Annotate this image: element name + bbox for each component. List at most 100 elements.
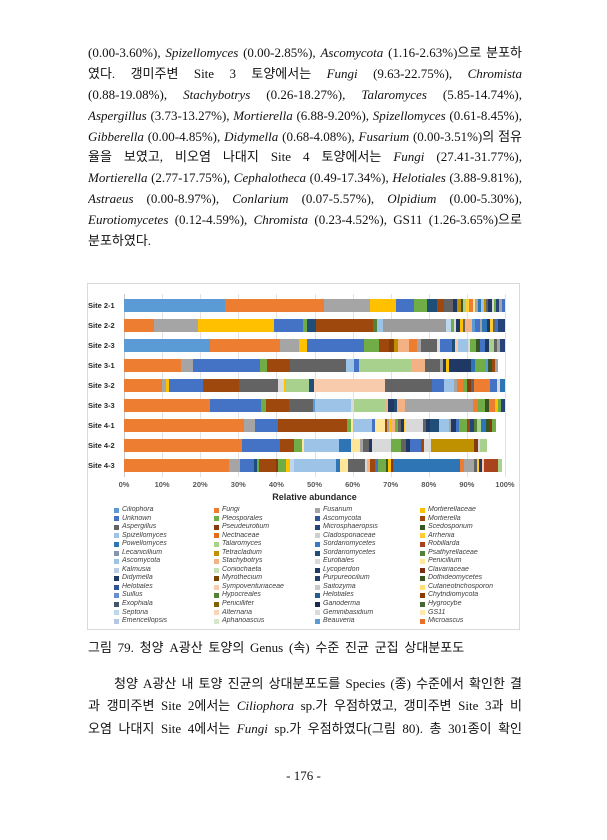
legend-label: Ciliophora: [122, 506, 154, 513]
legend-item: Aphanoascus: [214, 617, 315, 626]
legend-item: Beauveria: [315, 617, 420, 626]
bar-segment: [384, 418, 388, 432]
legend-swatch: [114, 618, 119, 624]
bar-segment-mortierella: [315, 318, 374, 332]
legend-swatch: [315, 524, 320, 530]
bar-segment: [475, 338, 480, 352]
bar-segment: [443, 358, 447, 372]
legend-swatch: [420, 507, 425, 513]
legend-swatch: [315, 593, 320, 599]
legend-swatch: [214, 559, 219, 565]
stacked-bar: [124, 358, 505, 372]
stacked-bar: [124, 338, 505, 352]
stacked-bar: [124, 458, 505, 472]
legend-label: Talaromyces: [222, 540, 262, 548]
bar-segment: [462, 378, 467, 392]
legend-label: Helotiales: [122, 582, 153, 590]
bar-segment-spizellomyces: [345, 358, 355, 372]
legend-swatch: [114, 533, 119, 539]
latin-taxon-name: Aspergillus: [88, 107, 147, 123]
bar-segment-mortierella: [278, 418, 347, 432]
text-run: (0.49-17.34%),: [306, 170, 393, 186]
text-run: 분포하였다.: [88, 233, 152, 249]
legend-swatch: [420, 559, 425, 565]
legend-item: Ascomycota: [315, 515, 420, 524]
bar-segment: [424, 438, 431, 452]
bar-segment: [368, 438, 372, 452]
legend-label: Penicillifer: [222, 600, 254, 608]
bar-segment-unknown: [240, 458, 254, 472]
legend-item: Aspergillus: [114, 523, 214, 532]
latin-taxon-name: Astraeus: [88, 191, 134, 207]
bar-segment-unknown: [193, 358, 260, 372]
bar-segment-mortierella: [265, 398, 289, 412]
bar-segment: [422, 418, 426, 432]
text-run: (2.77-17.75%),: [147, 170, 234, 186]
bar-segment: [417, 338, 422, 352]
bar-segment: [443, 378, 455, 392]
bar-segment: [494, 398, 498, 412]
bar-segment: [405, 438, 410, 452]
bar-segment: [477, 398, 485, 412]
legend-swatch: [114, 576, 119, 582]
text-line: 였다. 갱미주변 Site 3 토양에서는 Fungi (9.63-22.75%…: [88, 64, 522, 85]
bar-row: Site 4-3: [88, 455, 505, 475]
legend-swatch: [114, 567, 119, 573]
bar-segment: [385, 458, 388, 472]
bar-segment: [473, 398, 478, 412]
bar-segment: [476, 418, 482, 432]
latin-taxon-name: Gibberella: [88, 128, 144, 144]
legend-swatch: [114, 524, 119, 530]
latin-taxon-name: Spizellomyces: [372, 107, 446, 123]
legend-swatch: [214, 601, 219, 607]
bar-segment: [253, 458, 257, 472]
x-axis-tick-label: 20%: [192, 480, 208, 489]
bar-segment: [453, 298, 458, 312]
bar-segment: [466, 378, 472, 392]
bar-segment: [336, 458, 340, 472]
bar-segment: [498, 318, 505, 332]
legend-swatch: [315, 550, 320, 556]
bar-segment: [474, 378, 490, 392]
latin-taxon-name: Mortierella: [88, 170, 148, 186]
latin-taxon-name: Ascomycota: [320, 45, 384, 60]
bar-segment: [492, 358, 495, 372]
legend-item: Penicillifer: [214, 600, 315, 609]
legend-item: Clavariaceae: [420, 566, 510, 575]
bar-segment-spizellomyces: [315, 398, 352, 412]
legend-swatch: [420, 618, 425, 624]
bar-segment-aspergillus: [421, 338, 438, 352]
bar-segment-unknown: [255, 418, 279, 432]
bar-segment: [392, 418, 396, 432]
text-run: (3.88-9.81%),: [445, 170, 522, 186]
legend-item: Purpureocilium: [315, 574, 420, 583]
text-line: Eurotiomycetes (0.12-4.59%), Chromista (…: [88, 210, 522, 231]
legend-item: Helotiales: [114, 583, 214, 592]
legend-label: Lecanicillium: [122, 548, 163, 556]
x-axis-title: Relative abundance: [272, 492, 357, 502]
legend-item: Coniochaeta: [214, 566, 315, 575]
legend-label: Unknown: [122, 514, 152, 522]
bar-segment: [260, 358, 267, 372]
paragraph-bottom: 청양 A광산 내 토양 진균의 상대분포도를 Species (종) 수준에서 …: [88, 673, 522, 740]
latin-taxon-name: Didymella: [224, 128, 279, 144]
x-axis-tick-label: 40%: [268, 480, 284, 489]
legend-label: Ganoderma: [323, 600, 360, 608]
legend-item: Robillarda: [420, 540, 510, 549]
legend-item: Pleosporales: [214, 515, 315, 524]
category-label: Site 4-1: [88, 421, 115, 430]
latin-taxon-name: Fungi: [393, 149, 425, 165]
text-run: (0.26-18.27%),: [250, 86, 362, 102]
legend-swatch: [420, 576, 425, 582]
stacked-bar: [124, 378, 505, 392]
legend-item: Eurotiales: [315, 557, 420, 566]
stacked-bar: [124, 398, 505, 412]
bar-row: Site 2-3: [88, 335, 505, 355]
bar-segment: [489, 338, 494, 352]
bar-segment: [500, 338, 505, 352]
bar-segment-pleosporales: [413, 298, 427, 312]
bar-segment-fusarium: [324, 298, 370, 312]
bar-segment-sympoventuriaceae: [314, 378, 385, 392]
bar-segment-unknown: [396, 298, 414, 312]
